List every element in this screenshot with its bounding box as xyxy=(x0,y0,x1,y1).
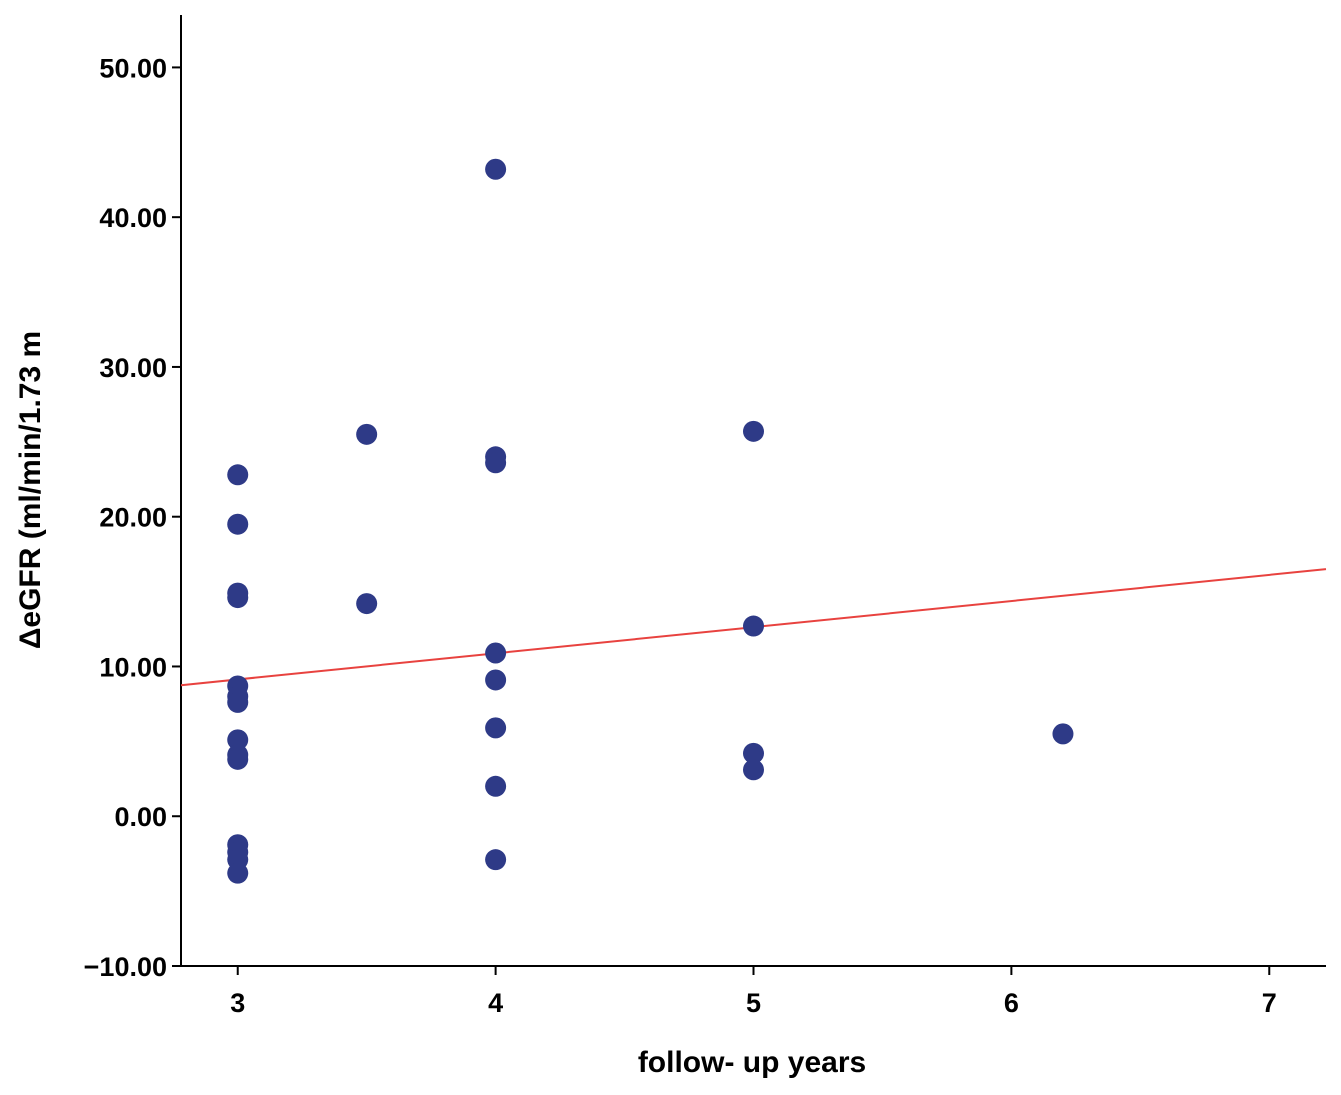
data-point xyxy=(227,587,249,609)
data-point xyxy=(743,742,764,764)
data-point xyxy=(743,759,764,781)
x-ticks: 3 4 5 6 7 xyxy=(230,966,1277,1018)
data-point xyxy=(227,513,249,535)
axes xyxy=(180,15,1326,967)
x-tick-label: 7 xyxy=(1262,988,1277,1018)
x-tick-label: 3 xyxy=(230,988,245,1018)
data-point xyxy=(485,849,507,871)
data-point xyxy=(485,669,507,691)
y-axis-title: ΔeGFR (ml/min/1.73 m xyxy=(14,331,47,649)
data-point xyxy=(227,464,249,486)
x-tick-label: 4 xyxy=(488,988,503,1018)
points-layer xyxy=(227,158,1074,884)
data-point xyxy=(485,775,507,797)
data-point xyxy=(485,158,507,180)
x-axis-title: follow- up years xyxy=(638,1046,866,1079)
data-point xyxy=(743,420,764,442)
data-point xyxy=(743,615,764,637)
x-tick-label: 6 xyxy=(1004,988,1019,1018)
y-tick-label: 40.00 xyxy=(99,203,167,233)
data-point xyxy=(485,452,507,474)
y-tick-label: 10.00 xyxy=(99,652,167,682)
x-tick-label: 5 xyxy=(746,988,761,1018)
data-point xyxy=(227,748,249,770)
data-point xyxy=(356,593,378,615)
data-point xyxy=(485,717,507,739)
data-point xyxy=(1052,723,1074,745)
y-tick-label: 20.00 xyxy=(99,503,167,533)
y-ticks: −10.00 0.00 10.00 20.00 30.00 40.00 50.00 xyxy=(84,53,181,982)
y-tick-label: −10.00 xyxy=(84,952,167,982)
y-tick-label: 50.00 xyxy=(99,53,167,83)
data-point xyxy=(485,642,507,664)
data-point xyxy=(227,729,249,751)
y-tick-label: 30.00 xyxy=(99,353,167,383)
y-tick-label: 0.00 xyxy=(114,802,167,832)
data-point xyxy=(227,862,249,884)
data-point xyxy=(356,423,378,445)
data-point xyxy=(227,691,249,713)
